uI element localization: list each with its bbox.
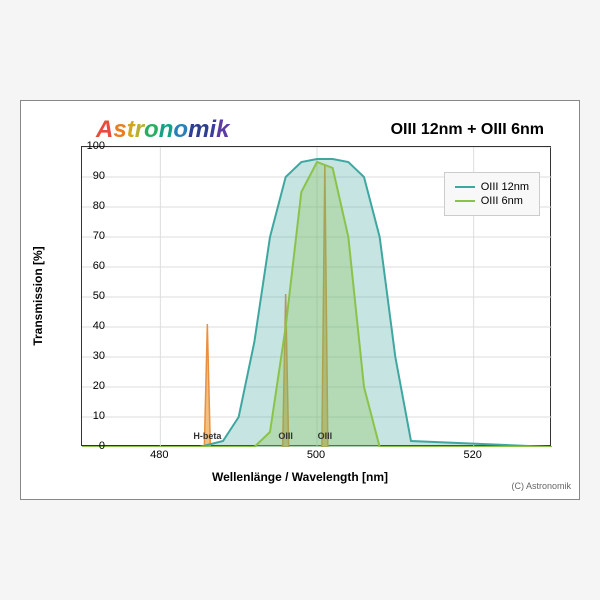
y-tick-label: 40 <box>75 320 105 332</box>
y-tick-label: 30 <box>75 350 105 362</box>
emission-peak-label: H-beta <box>193 431 221 441</box>
y-tick-label: 100 <box>75 140 105 152</box>
legend: OIII 12nm OIII 6nm <box>444 172 540 216</box>
plot-area: OIII 12nm OIII 6nm H-beta OIII OIII <box>81 146 551 446</box>
legend-swatch <box>455 200 475 202</box>
x-tick-label: 500 <box>296 449 336 461</box>
y-tick-label: 10 <box>75 410 105 422</box>
y-axis-label: Transmission [%] <box>31 246 45 345</box>
y-tick-label: 80 <box>75 200 105 212</box>
x-tick-label: 520 <box>453 449 493 461</box>
legend-label: OIII 6nm <box>481 195 523 207</box>
x-axis-label: Wellenlänge / Wavelength [nm] <box>212 470 388 484</box>
legend-swatch <box>455 186 475 188</box>
copyright-text: (C) Astronomik <box>511 481 571 491</box>
y-tick-label: 50 <box>75 290 105 302</box>
y-tick-label: 0 <box>75 440 105 452</box>
legend-label: OIII 12nm <box>481 181 529 193</box>
chart-title: OIII 12nm + OIII 6nm <box>391 121 544 139</box>
legend-item: OIII 6nm <box>455 195 529 207</box>
y-tick-label: 60 <box>75 260 105 272</box>
x-tick-label: 480 <box>139 449 179 461</box>
emission-peak-label: OIII <box>278 431 293 441</box>
y-tick-label: 70 <box>75 230 105 242</box>
brand-logo: Astronomik <box>96 116 229 144</box>
chart-container: Astronomik OIII 12nm + OIII 6nm Transmis… <box>20 100 580 500</box>
y-tick-label: 90 <box>75 170 105 182</box>
y-tick-label: 20 <box>75 380 105 392</box>
legend-item: OIII 12nm <box>455 181 529 193</box>
emission-peak-label: OIII <box>318 431 333 441</box>
